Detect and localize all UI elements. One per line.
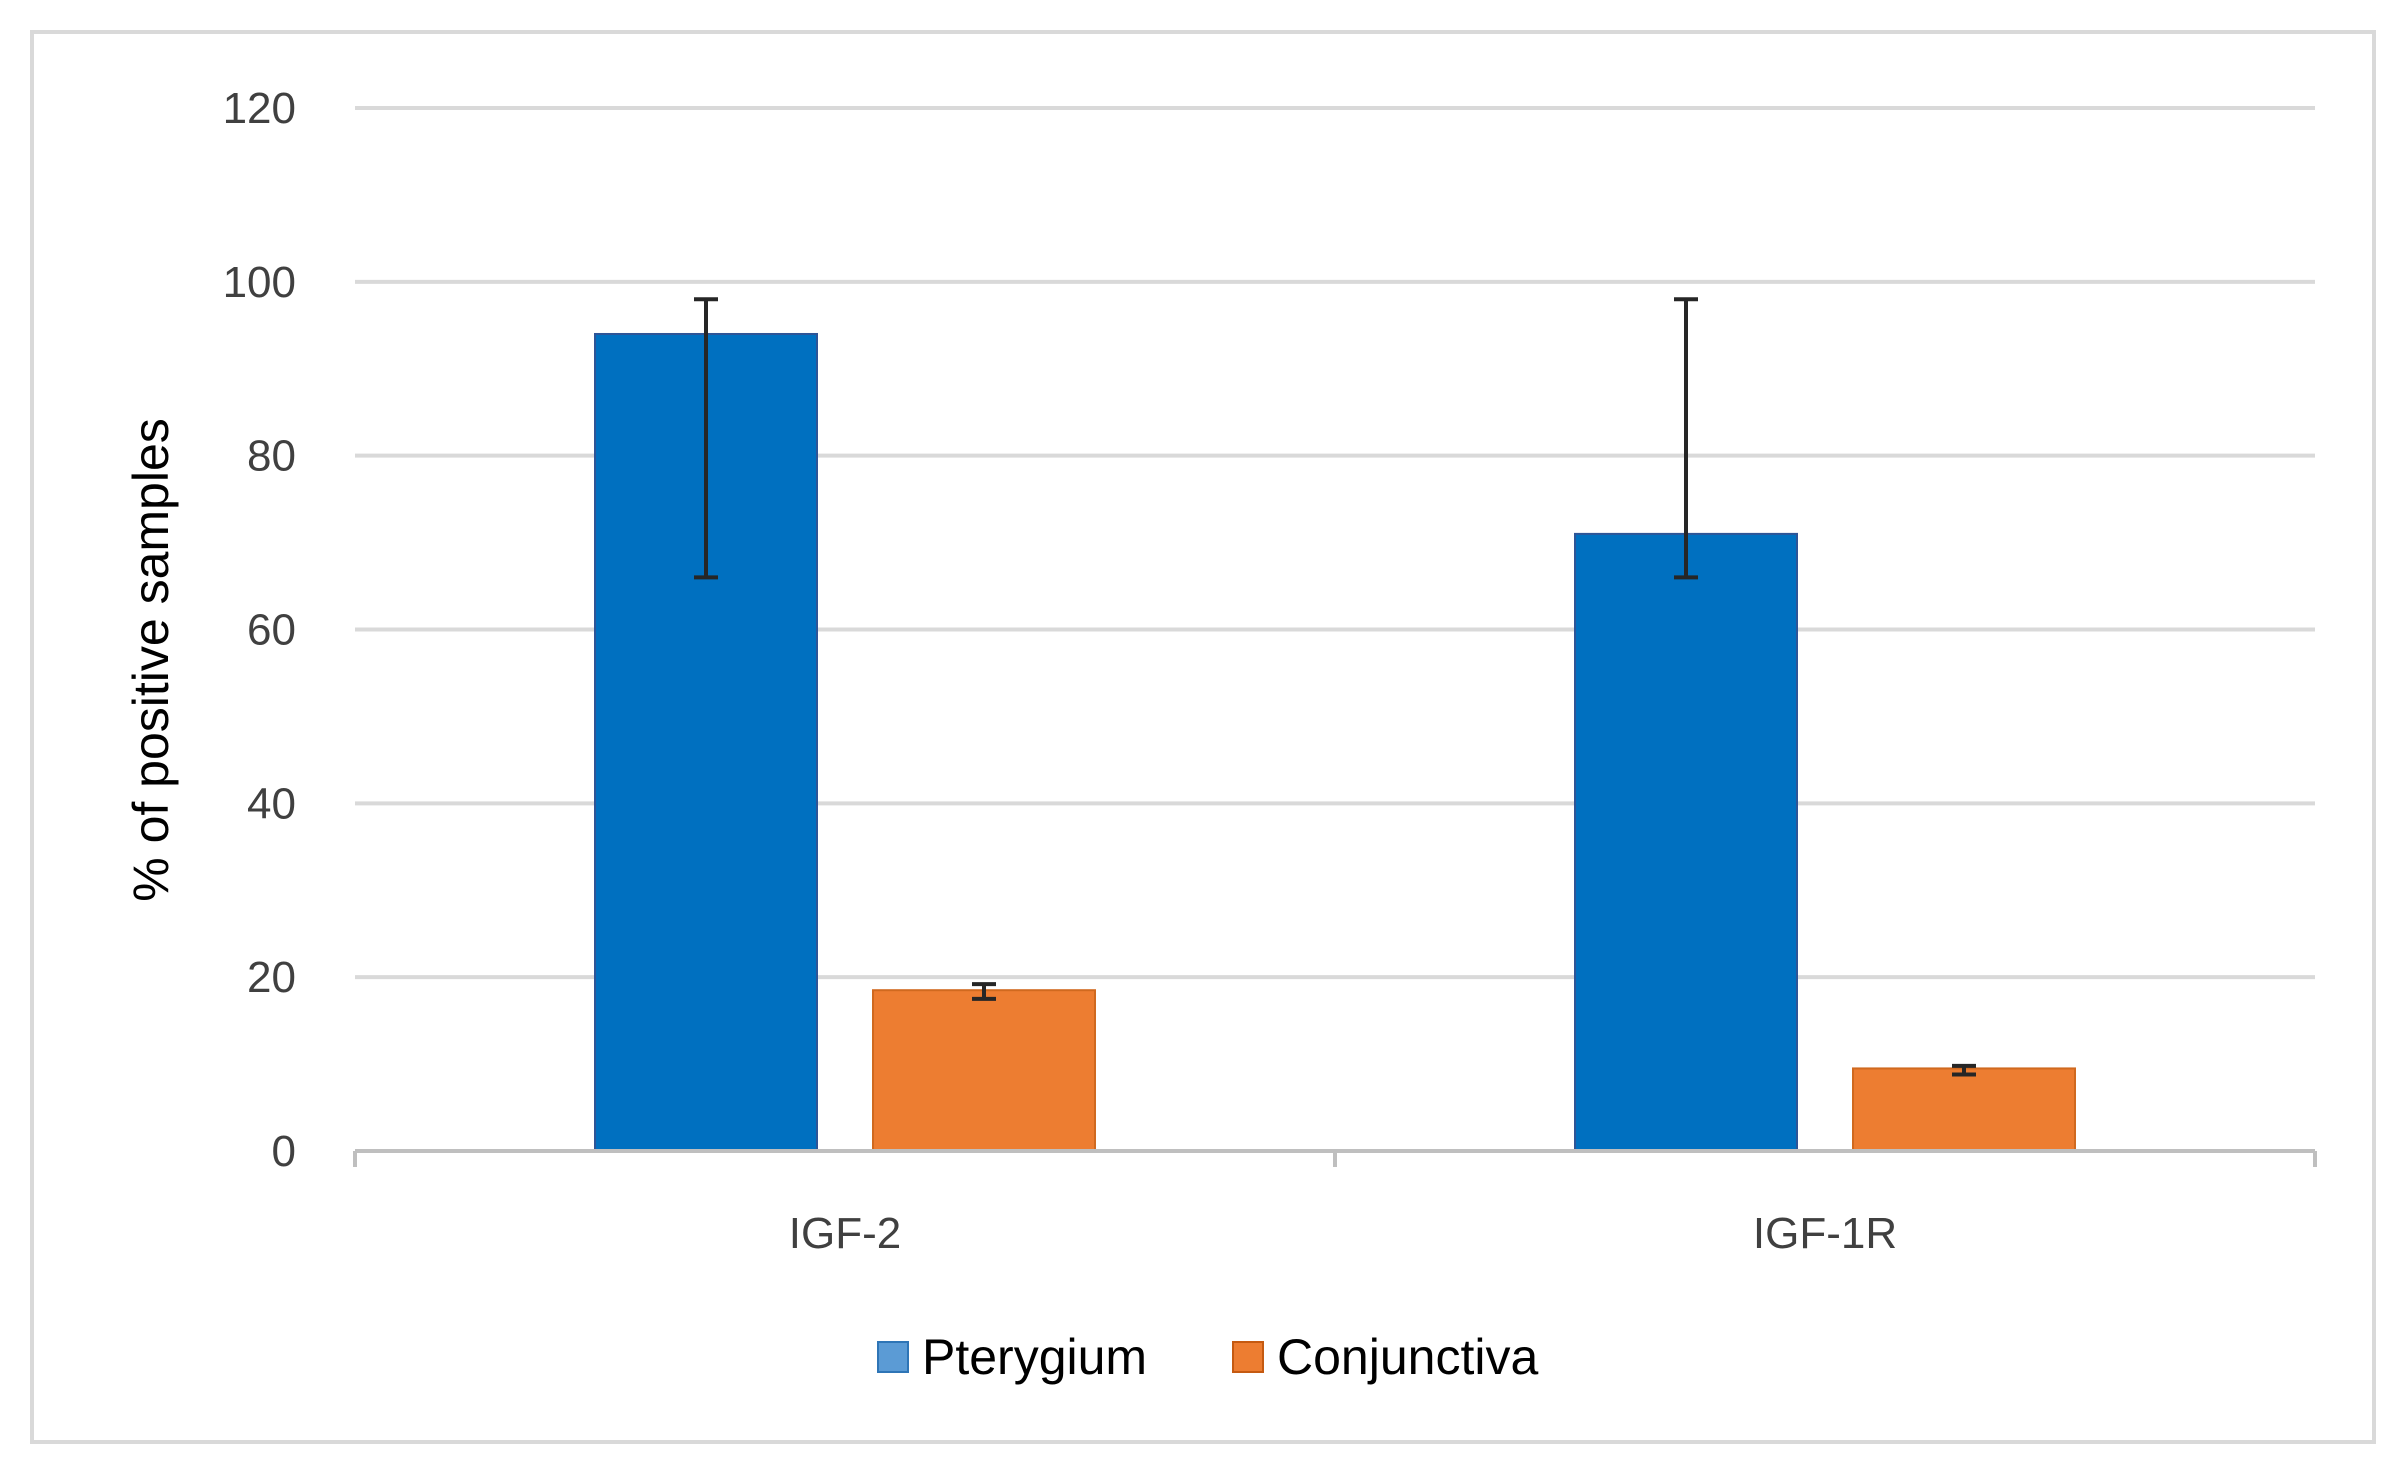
y-tick-label: 60 [247, 606, 296, 655]
y-tick-label: 120 [223, 84, 296, 133]
y-axis-title: % of positive samples [123, 418, 179, 902]
y-tick-label: 20 [247, 953, 296, 1002]
error-bars [694, 297, 1976, 1077]
y-tick-label: 80 [247, 432, 296, 481]
chart-frame [30, 30, 2376, 1444]
x-axis [353, 1149, 2317, 1167]
x-tick-label: IGF-2 [789, 1209, 901, 1258]
legend-swatch-pterygium [877, 1341, 909, 1373]
bar-conjunctiva-igf-2 [872, 989, 1096, 1152]
bar-pterygium-igf-1r [1574, 532, 1798, 1152]
x-tick-label: IGF-1R [1753, 1209, 1897, 1258]
bar-conjunctiva-igf-1r [1852, 1067, 2076, 1153]
legend: Pterygium Conjunctiva [877, 1329, 1538, 1385]
y-tick-label: 100 [223, 258, 296, 307]
legend-label-pterygium: Pterygium [922, 1329, 1147, 1385]
legend-label-conjunctiva: Conjunctiva [1277, 1329, 1538, 1385]
x-axis-tick-labels: IGF-2 IGF-1R [789, 1209, 1897, 1258]
y-tick-label: 40 [247, 779, 296, 828]
y-tick-label: 0 [272, 1127, 296, 1176]
legend-swatch-conjunctiva [1232, 1341, 1264, 1373]
y-axis-tick-labels: 0 20 40 60 80 100 120 [223, 84, 296, 1176]
